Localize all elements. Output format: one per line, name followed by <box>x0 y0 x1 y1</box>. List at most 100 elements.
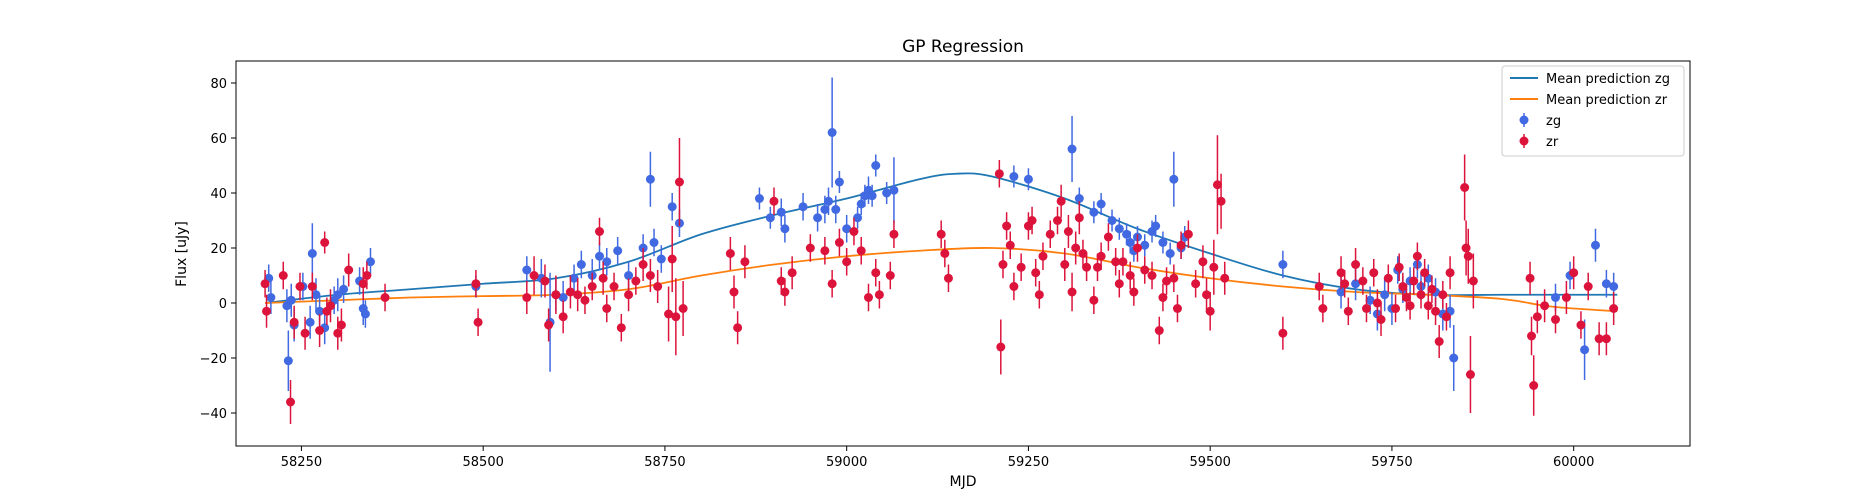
data-point-zg <box>798 202 808 212</box>
data-point-zg <box>1096 199 1106 209</box>
data-point-zr <box>1583 282 1593 291</box>
data-point-zr <box>336 320 346 330</box>
x-tick-label: 59000 <box>826 455 867 470</box>
data-point-zr <box>996 342 1006 352</box>
data-point-zg <box>1089 207 1099 217</box>
data-point-zg <box>613 246 623 256</box>
data-point-zg <box>595 251 604 261</box>
data-point-zg <box>307 249 317 258</box>
y-tick-label: 20 <box>210 242 227 257</box>
axes: 58250 58500 58750 59000 59250 59500 59750 60000… <box>200 60 1691 470</box>
data-point-zr <box>874 290 884 300</box>
prediction-line-zr <box>265 247 1618 313</box>
data-point-zr <box>1063 227 1073 236</box>
data-point-zr <box>1183 229 1193 239</box>
data-point-zg <box>776 207 786 217</box>
data-point-zr <box>260 279 270 289</box>
data-point-zr <box>1529 381 1539 390</box>
data-point-zr <box>827 279 837 289</box>
data-point-zr <box>849 227 859 236</box>
data-point-zg <box>1449 353 1459 363</box>
x-axis-label: MJD <box>950 474 977 490</box>
data-point-zr <box>1409 276 1419 286</box>
data-point-zr <box>473 317 483 327</box>
data-point-zr <box>645 271 655 280</box>
data-point-zr <box>740 257 750 267</box>
data-point-zr <box>1118 257 1128 267</box>
data-point-zr <box>529 271 539 280</box>
data-point-zr <box>1361 304 1371 313</box>
data-point-zr <box>1096 251 1106 261</box>
data-point-zr <box>540 276 550 286</box>
data-point-zg <box>1380 290 1390 300</box>
data-point-zr <box>936 229 946 239</box>
data-point-zr <box>725 249 735 258</box>
data-point-zr <box>522 293 532 302</box>
data-point-zg <box>1114 224 1124 234</box>
data-point-zr <box>1129 287 1139 297</box>
data-point-zr <box>1132 243 1142 253</box>
data-point-zr <box>1372 298 1382 308</box>
data-point-zr <box>1420 268 1430 278</box>
data-point-zr <box>1336 268 1346 278</box>
data-point-zr <box>1376 315 1386 324</box>
data-point-zr <box>295 282 305 291</box>
data-point-zg <box>842 224 852 234</box>
data-point-zr <box>1209 262 1219 272</box>
data-point-zr <box>834 238 844 247</box>
data-point-zg <box>1122 229 1132 239</box>
data-point-zr <box>1191 279 1201 289</box>
y-tick-label: 60 <box>210 132 227 147</box>
data-point-zg <box>1590 240 1600 250</box>
data-point-zg <box>360 309 370 319</box>
legend-swatch-point <box>1519 115 1529 125</box>
data-point-zr <box>1154 326 1164 335</box>
data-point-zg <box>1601 279 1611 289</box>
x-tick-label: 59750 <box>1371 455 1412 470</box>
data-point-zg <box>1023 174 1033 184</box>
data-point-zg <box>1067 144 1077 154</box>
data-point-zr <box>1468 276 1478 286</box>
data-point-zg <box>1609 282 1619 291</box>
data-point-zr <box>1172 304 1182 313</box>
data-point-zr <box>1158 293 1168 302</box>
data-point-zr <box>787 268 797 278</box>
data-point-zg <box>645 174 655 184</box>
data-point-zr <box>616 323 626 333</box>
data-point-zr <box>769 196 779 206</box>
data-point-zg <box>286 295 296 305</box>
legend-label: Mean prediction zr <box>1546 93 1668 108</box>
data-point-zr <box>863 293 873 302</box>
data-point-zg <box>1158 238 1168 247</box>
data-point-zr <box>1198 257 1208 267</box>
data-point-zg <box>656 254 666 264</box>
data-point-zr <box>856 246 866 256</box>
data-point-zr <box>558 312 568 322</box>
data-point-zg <box>1125 238 1135 247</box>
data-point-zr <box>943 273 953 283</box>
data-point-zg <box>365 257 375 267</box>
data-point-zr <box>1009 282 1019 291</box>
data-point-zg <box>569 273 579 283</box>
data-point-zr <box>1056 196 1066 206</box>
x-tick-label: 59500 <box>1190 455 1231 470</box>
data-point-zg <box>311 290 321 300</box>
data-point-zr <box>1383 273 1393 283</box>
data-point-zr <box>678 304 688 313</box>
data-point-zr <box>1082 262 1092 272</box>
data-point-zr <box>573 290 583 300</box>
data-point-zr <box>1343 306 1353 316</box>
data-point-zr <box>1045 229 1055 239</box>
data-point-zg <box>889 185 899 195</box>
data-point-zg <box>780 224 790 234</box>
plot-frame <box>235 60 1691 447</box>
data-point-zr <box>333 328 343 338</box>
data-point-zg <box>576 260 586 269</box>
data-point-zg <box>834 177 844 187</box>
data-point-zr <box>1140 265 1150 275</box>
data-point-zr <box>1438 290 1448 300</box>
data-point-zg <box>853 213 863 223</box>
y-tick-label: −40 <box>200 407 227 422</box>
data-point-zr <box>1594 334 1604 344</box>
